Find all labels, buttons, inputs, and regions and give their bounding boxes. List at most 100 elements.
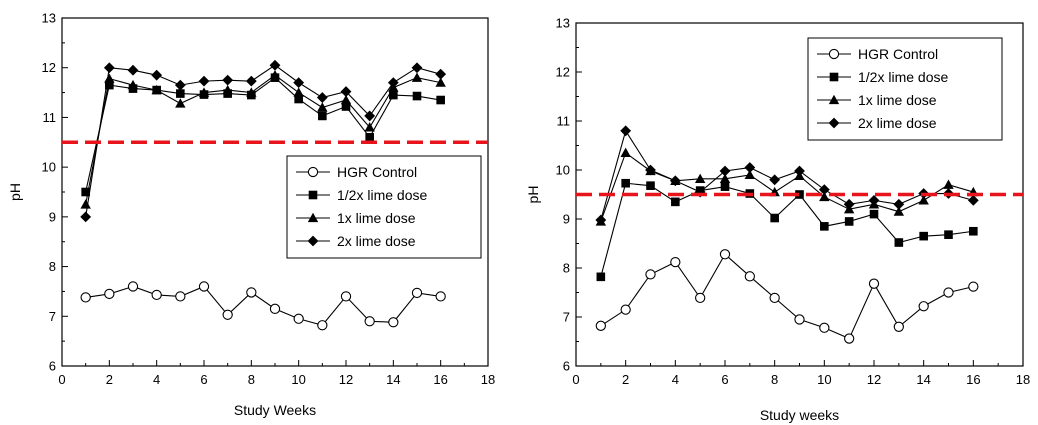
- x-tick-label: 16: [433, 372, 447, 387]
- x-tick-label: 12: [867, 372, 881, 387]
- data-point: [869, 209, 879, 219]
- data-point: [269, 59, 281, 71]
- series-line: [600, 151, 974, 222]
- x-tick-label: 8: [771, 372, 778, 387]
- x-axis-title: Study Weeks: [234, 402, 316, 418]
- data-point: [198, 87, 210, 97]
- series-line: [600, 129, 974, 221]
- data-point: [198, 75, 210, 87]
- data-point: [387, 77, 399, 89]
- data-point: [269, 303, 281, 314]
- series-1-2x-lime-dose: [596, 178, 978, 282]
- y-tick-label: 9: [563, 212, 570, 227]
- legend-entry: 1/2x lime dose: [337, 187, 427, 203]
- data-point: [318, 111, 327, 121]
- y-tick-label: 10: [42, 160, 56, 175]
- data-point: [127, 64, 139, 76]
- data-point: [293, 313, 304, 324]
- data-point: [435, 77, 446, 87]
- x-tick-label: 12: [339, 372, 353, 387]
- data-point: [893, 206, 905, 216]
- data-point: [388, 317, 399, 328]
- y-tick-label: 12: [42, 60, 56, 75]
- data-point: [317, 320, 328, 331]
- series-line: [600, 253, 974, 340]
- y-tick-label: 13: [42, 11, 56, 26]
- data-point: [620, 125, 632, 137]
- x-tick-label: 18: [1016, 372, 1030, 387]
- legend-marker: [307, 166, 319, 178]
- data-point: [127, 281, 139, 292]
- data-point: [105, 80, 114, 90]
- data-point: [80, 292, 91, 303]
- data-point: [645, 164, 656, 176]
- legend-marker: [828, 117, 840, 129]
- legend-marker: [829, 72, 839, 82]
- legend-marker: [307, 235, 319, 247]
- y-tick-label: 12: [556, 65, 570, 80]
- series-line: [85, 76, 441, 193]
- data-point: [744, 162, 756, 173]
- data-point: [868, 278, 880, 289]
- legend: HGR Control 1/2x lime dose 1x lime dose 2x …: [286, 155, 482, 259]
- data-point: [719, 249, 731, 260]
- data-point: [435, 68, 447, 80]
- data-point: [151, 69, 163, 81]
- y-axis-title: pH: [525, 186, 541, 204]
- data-point: [222, 84, 233, 95]
- data-point: [245, 75, 257, 87]
- y-tick-label: 8: [49, 259, 56, 274]
- data-point: [894, 238, 904, 247]
- data-point: [820, 222, 829, 231]
- legend-entry: HGR Control: [858, 46, 938, 62]
- data-point: [620, 304, 631, 315]
- data-point: [435, 291, 446, 302]
- data-point: [411, 72, 423, 82]
- x-tick-label: 14: [386, 372, 400, 387]
- data-point: [365, 133, 374, 142]
- data-point: [844, 333, 855, 344]
- data-point: [645, 269, 656, 280]
- x-tick-label: 4: [153, 372, 160, 387]
- data-point: [222, 74, 234, 86]
- data-point: [176, 89, 185, 98]
- data-point: [411, 287, 423, 299]
- legend-marker: [307, 212, 319, 223]
- data-point: [81, 187, 90, 197]
- data-point: [621, 178, 630, 188]
- data-point: [340, 94, 352, 105]
- y-tick-label: 6: [563, 359, 570, 374]
- data-point: [294, 94, 303, 104]
- y-tick-label: 7: [49, 309, 56, 324]
- data-point: [151, 84, 162, 95]
- x-tick-label: 18: [481, 372, 495, 387]
- legend-marker: [828, 94, 840, 105]
- data-point: [103, 62, 115, 74]
- data-point: [595, 320, 606, 331]
- x-tick-label: 6: [721, 372, 728, 387]
- data-point: [893, 198, 905, 210]
- data-point: [317, 102, 328, 112]
- data-point: [968, 281, 979, 292]
- data-point: [671, 197, 680, 207]
- data-point: [341, 102, 351, 111]
- data-point: [893, 321, 904, 332]
- x-tick-label: 10: [291, 372, 305, 387]
- data-point: [620, 147, 631, 158]
- data-point: [646, 181, 655, 190]
- data-point: [819, 191, 830, 202]
- series-line: [85, 74, 441, 205]
- x-tick-label: 2: [106, 372, 113, 387]
- legend-entry: 2x lime dose: [337, 233, 416, 249]
- data-point: [670, 256, 681, 268]
- y-tick-label: 13: [556, 16, 570, 31]
- data-point: [246, 87, 257, 97]
- y-tick-label: 11: [557, 114, 571, 129]
- data-point: [269, 69, 281, 80]
- series-2x-lime-dose: [80, 59, 447, 223]
- data-point: [720, 182, 730, 191]
- data-point: [80, 199, 91, 209]
- data-point: [744, 271, 755, 282]
- data-point: [819, 322, 830, 333]
- data-point: [770, 213, 779, 223]
